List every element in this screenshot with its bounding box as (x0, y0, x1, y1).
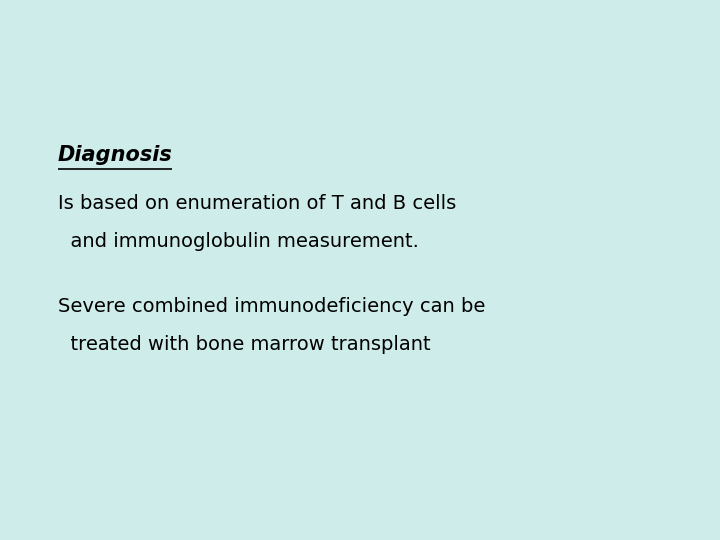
Text: and immunoglobulin measurement.: and immunoglobulin measurement. (58, 232, 418, 251)
Text: Is based on enumeration of T and B cells: Is based on enumeration of T and B cells (58, 194, 456, 213)
Text: Severe combined immunodeficiency can be: Severe combined immunodeficiency can be (58, 297, 485, 316)
Text: treated with bone marrow transplant: treated with bone marrow transplant (58, 335, 431, 354)
Text: Diagnosis: Diagnosis (58, 145, 172, 165)
